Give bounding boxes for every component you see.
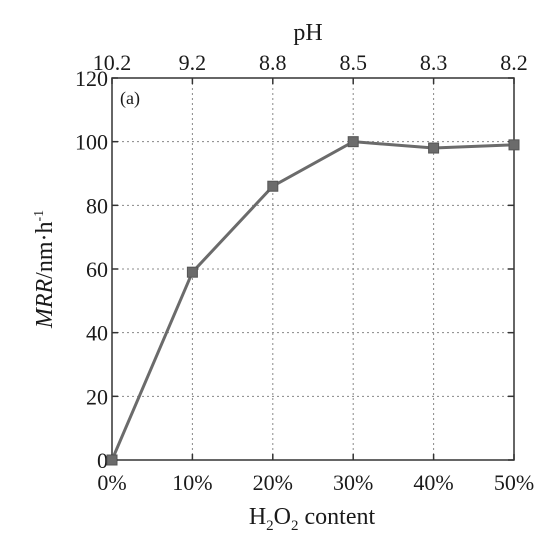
data-series (106, 136, 520, 466)
y-tick-label: 80 (86, 193, 108, 218)
tick-labels: 0% 10.2 10% 9.2 20% 8.8 30% 8.5 40% 8.3 50% 8.2 0 20 4… (75, 50, 534, 495)
top-tick-label: 9.2 (179, 50, 207, 75)
x-axis-title-prefix: H (249, 504, 266, 530)
x-axis-title-sub2: 2 (291, 518, 299, 534)
y-axis-title-sup: -1 (32, 210, 47, 222)
top-axis-title: pH (293, 20, 322, 46)
axis-ticks (111, 77, 515, 461)
data-point-marker (186, 266, 198, 278)
data-point-marker (347, 136, 359, 148)
data-point-marker (106, 454, 118, 466)
x-axis-title-mid: O (274, 504, 291, 530)
top-tick-label: 8.8 (259, 50, 287, 75)
y-axis-title-italic: MRR (32, 279, 58, 330)
x-tick-label: 50% (494, 470, 534, 495)
x-tick-label: 10% (172, 470, 212, 495)
x-axis-title: H2O2 content (249, 504, 376, 534)
panel-label: (a) (120, 88, 140, 109)
y-tick-label: 120 (75, 66, 108, 91)
top-tick-label: 10.2 (93, 50, 132, 75)
y-tick-label: 40 (86, 321, 108, 346)
x-tick-label: 40% (413, 470, 453, 495)
x-axis-title-sub1: 2 (266, 518, 274, 534)
x-axis-title-suffix: content (299, 504, 376, 530)
y-axis-title-unit: /nm·h (32, 222, 58, 279)
x-tick-label: 0% (97, 470, 126, 495)
grid-lines (112, 78, 514, 460)
data-point-marker (508, 139, 520, 151)
top-tick-label: 8.3 (420, 50, 448, 75)
series-line (110, 140, 515, 461)
top-tick-label: 8.2 (500, 50, 528, 75)
x-tick-label: 30% (333, 470, 373, 495)
y-tick-label: 20 (86, 384, 108, 409)
top-tick-label: 8.5 (339, 50, 367, 75)
y-tick-label: 0 (97, 448, 108, 473)
y-tick-label: 100 (75, 130, 108, 155)
x-tick-label: 20% (253, 470, 293, 495)
y-axis-title: MRR/nm·h-1 (32, 210, 58, 329)
data-point-marker (267, 180, 279, 192)
y-tick-label: 60 (86, 257, 108, 282)
data-point-marker (428, 142, 440, 154)
